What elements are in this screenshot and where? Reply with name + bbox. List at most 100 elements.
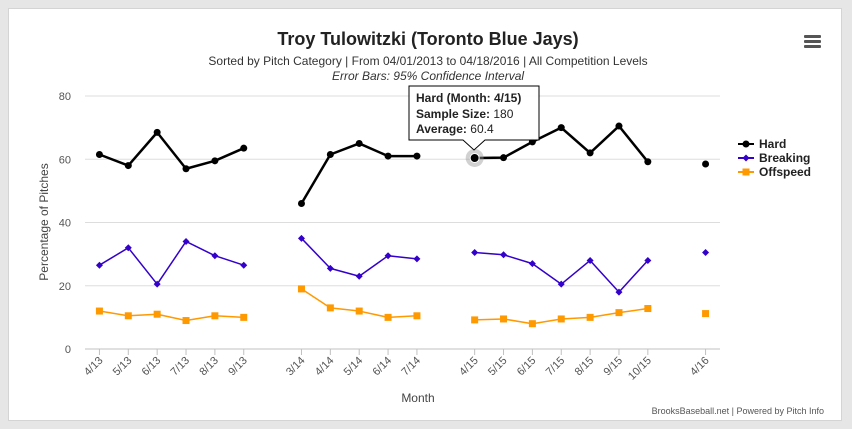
legend-marker[interactable] [742, 168, 750, 176]
x-tick-label: 7/14 [399, 355, 423, 379]
x-tick-label: 6/13 [140, 355, 164, 379]
data-point-offspeed[interactable] [384, 313, 392, 321]
y-tick-label: 20 [59, 281, 71, 293]
tooltip-average-value: 60.4 [470, 122, 494, 136]
data-point-hard[interactable] [182, 165, 190, 173]
series-line-breaking [99, 240, 244, 285]
data-point-offspeed[interactable] [355, 307, 363, 315]
series-line-hard [300, 142, 417, 205]
tooltip-average-label: Average: [416, 122, 467, 136]
x-tick-label: 4/13 [82, 355, 106, 379]
data-point-breaking[interactable] [644, 256, 652, 264]
data-point-offspeed[interactable] [615, 309, 623, 317]
data-point-breaking[interactable] [355, 272, 363, 280]
x-tick-label: 7/13 [169, 355, 193, 379]
data-point-hard[interactable] [702, 160, 710, 168]
data-point-offspeed[interactable] [413, 312, 421, 320]
data-point-hard[interactable] [384, 152, 392, 160]
data-point-breaking[interactable] [124, 244, 132, 252]
data-point-breaking[interactable] [615, 288, 623, 296]
data-point-breaking[interactable] [240, 261, 248, 269]
data-point-breaking[interactable] [500, 251, 508, 259]
data-point-offspeed[interactable] [153, 310, 161, 318]
x-tick-label: 8/13 [197, 355, 221, 379]
chart-container [8, 8, 842, 421]
data-point-hard[interactable] [326, 151, 334, 159]
legend-item-hard[interactable]: Hard [738, 137, 786, 151]
y-tick-label: 60 [59, 154, 71, 166]
series-line-offspeed [99, 310, 244, 322]
data-point-offspeed[interactable] [528, 320, 536, 328]
data-point-hard[interactable] [297, 200, 305, 208]
data-point-hard[interactable] [615, 122, 623, 130]
legend-item-breaking[interactable]: Breaking [738, 151, 810, 165]
data-point-offspeed[interactable] [471, 316, 479, 324]
data-point-offspeed[interactable] [702, 310, 710, 318]
data-point-breaking[interactable] [586, 256, 594, 264]
x-tick-label: 5/15 [486, 355, 510, 379]
data-point-offspeed[interactable] [124, 312, 132, 320]
data-point-offspeed[interactable] [500, 315, 508, 323]
series-layer [95, 122, 710, 328]
data-point-offspeed[interactable] [95, 307, 103, 315]
legend-marker[interactable] [742, 154, 750, 162]
data-point-breaking[interactable] [153, 280, 161, 288]
series-line-hard [98, 131, 245, 170]
y-axis-title: Percentage of Pitches [37, 163, 51, 280]
data-point-breaking[interactable] [702, 249, 710, 257]
data-point-hard[interactable] [211, 157, 219, 165]
data-point-offspeed[interactable] [586, 313, 594, 321]
data-point-hard[interactable] [355, 139, 363, 147]
data-point-offspeed[interactable] [211, 312, 219, 320]
credits[interactable]: BrooksBaseball.net | Powered by Pitch In… [652, 406, 824, 416]
data-point-breaking[interactable] [182, 237, 190, 245]
data-point-breaking[interactable] [471, 249, 479, 257]
data-point-hard[interactable] [240, 144, 248, 152]
chart-subtitle-error-bars: Error Bars: 95% Confidence Interval [332, 69, 524, 83]
data-point-offspeed[interactable] [644, 305, 652, 313]
data-point-offspeed[interactable] [557, 315, 565, 323]
data-point-offspeed[interactable] [240, 313, 248, 321]
data-point-hard[interactable] [586, 149, 594, 157]
x-tick-label: 4/14 [313, 355, 337, 379]
x-tick-label: 9/13 [226, 355, 250, 379]
tooltip-sample-value: 180 [493, 107, 513, 121]
data-point-breaking[interactable] [297, 234, 305, 242]
x-axis-title: Month [401, 391, 434, 405]
x-tick-label: 9/15 [601, 355, 625, 379]
data-point-hard[interactable] [413, 152, 421, 160]
data-point-breaking[interactable] [211, 252, 219, 260]
data-point-hard[interactable] [124, 162, 132, 170]
data-point-hard[interactable] [644, 158, 652, 166]
legend-item-offspeed[interactable]: Offspeed [738, 165, 811, 179]
legend-label: Offspeed [759, 165, 811, 179]
data-point-breaking[interactable] [413, 255, 421, 263]
data-point-breaking[interactable] [95, 261, 103, 269]
data-point-hard[interactable] [557, 124, 565, 132]
data-point-offspeed[interactable] [297, 285, 305, 293]
hamburger-menu-icon[interactable] [800, 30, 824, 52]
data-point-hard[interactable] [500, 154, 508, 162]
data-point-breaking[interactable] [326, 264, 334, 272]
tooltip-title: Hard (Month: 4/15) [416, 91, 521, 105]
x-tick-label: 6/14 [371, 355, 395, 379]
y-tick-label: 0 [65, 344, 71, 356]
x-tick-label: 8/15 [573, 355, 597, 379]
data-point-offspeed[interactable] [326, 304, 334, 312]
x-tick-label: 5/13 [111, 355, 135, 379]
series-hard [95, 122, 710, 208]
x-tick-label: 5/14 [342, 355, 366, 379]
hovered-data-point[interactable] [469, 152, 480, 163]
series-breaking [95, 234, 710, 296]
data-point-hard[interactable] [153, 128, 161, 136]
data-point-hard[interactable] [95, 151, 103, 159]
data-point-breaking[interactable] [528, 260, 536, 268]
legend-marker[interactable] [742, 140, 750, 148]
y-tick-label: 80 [59, 91, 71, 103]
y-tick-label: 40 [59, 218, 71, 230]
data-point-breaking[interactable] [384, 252, 392, 260]
data-point-offspeed[interactable] [182, 317, 190, 325]
data-point-breaking[interactable] [557, 280, 565, 288]
